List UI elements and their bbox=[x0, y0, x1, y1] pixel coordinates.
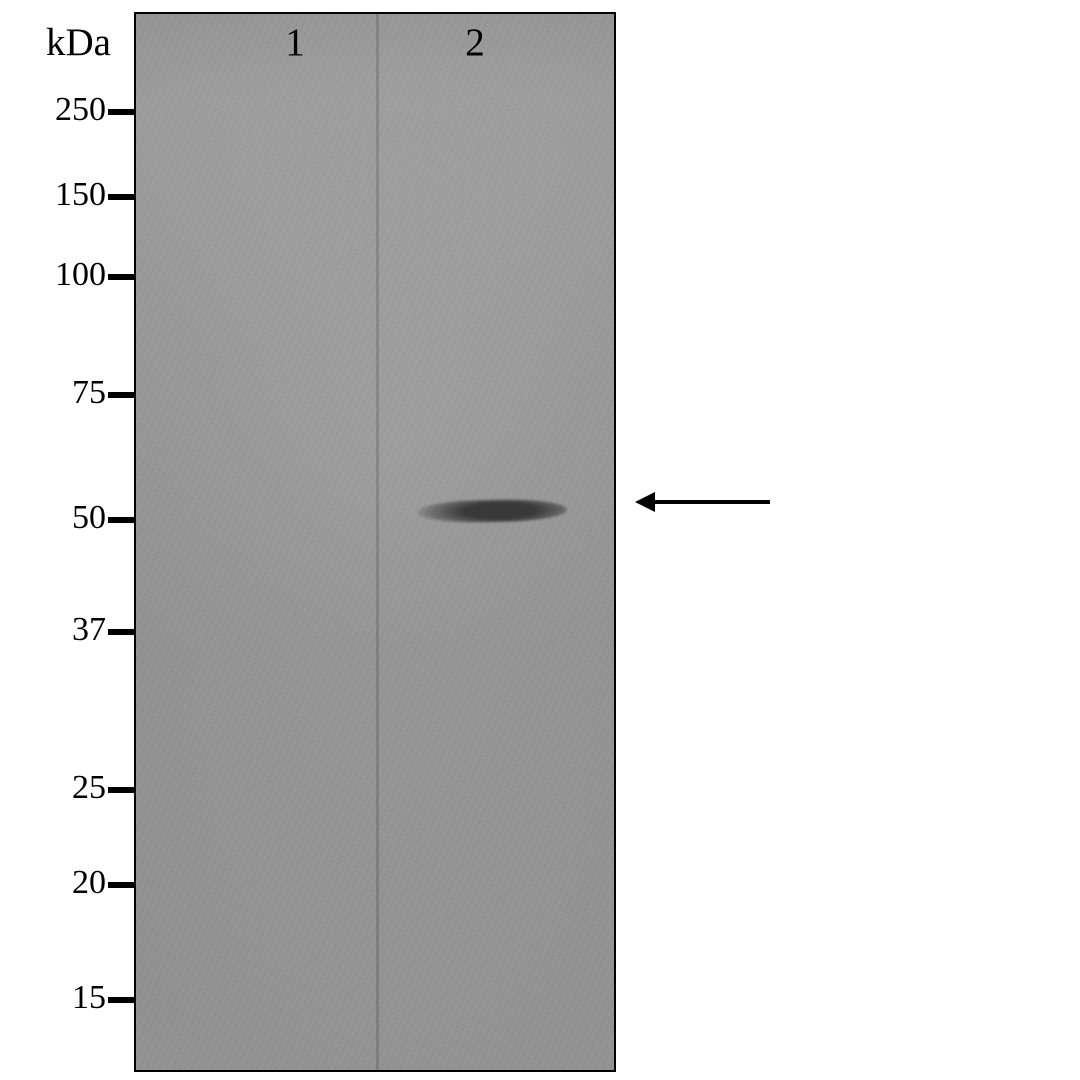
mw-label-25: 25 bbox=[72, 769, 106, 807]
mw-tick-15 bbox=[108, 997, 134, 1003]
mw-tick-250 bbox=[108, 109, 134, 115]
band-arrow-head bbox=[635, 492, 655, 512]
units-label: kDa bbox=[46, 20, 111, 65]
mw-label-15: 15 bbox=[72, 979, 106, 1017]
mw-tick-25 bbox=[108, 787, 134, 793]
mw-label-250: 250 bbox=[55, 91, 106, 129]
mw-label-100: 100 bbox=[55, 256, 106, 294]
band-arrow-shaft bbox=[655, 500, 770, 504]
mw-label-75: 75 bbox=[72, 374, 106, 412]
blot-background bbox=[136, 14, 614, 1070]
mw-tick-75 bbox=[108, 392, 134, 398]
mw-label-37: 37 bbox=[72, 611, 106, 649]
mw-label-20: 20 bbox=[72, 864, 106, 902]
mw-tick-100 bbox=[108, 274, 134, 280]
lane-header-1: 1 bbox=[275, 20, 315, 65]
mw-tick-20 bbox=[108, 882, 134, 888]
mw-tick-150 bbox=[108, 194, 134, 200]
blot-membrane bbox=[134, 12, 616, 1072]
lane-header-2: 2 bbox=[455, 20, 495, 65]
lane-divider bbox=[376, 14, 379, 1070]
mw-tick-50 bbox=[108, 517, 134, 523]
mw-label-150: 150 bbox=[55, 176, 106, 214]
mw-tick-37 bbox=[108, 629, 134, 635]
mw-label-50: 50 bbox=[72, 499, 106, 537]
western-blot-figure: kDa 250 150 100 75 50 37 25 20 15 1 2 bbox=[0, 0, 1080, 1080]
